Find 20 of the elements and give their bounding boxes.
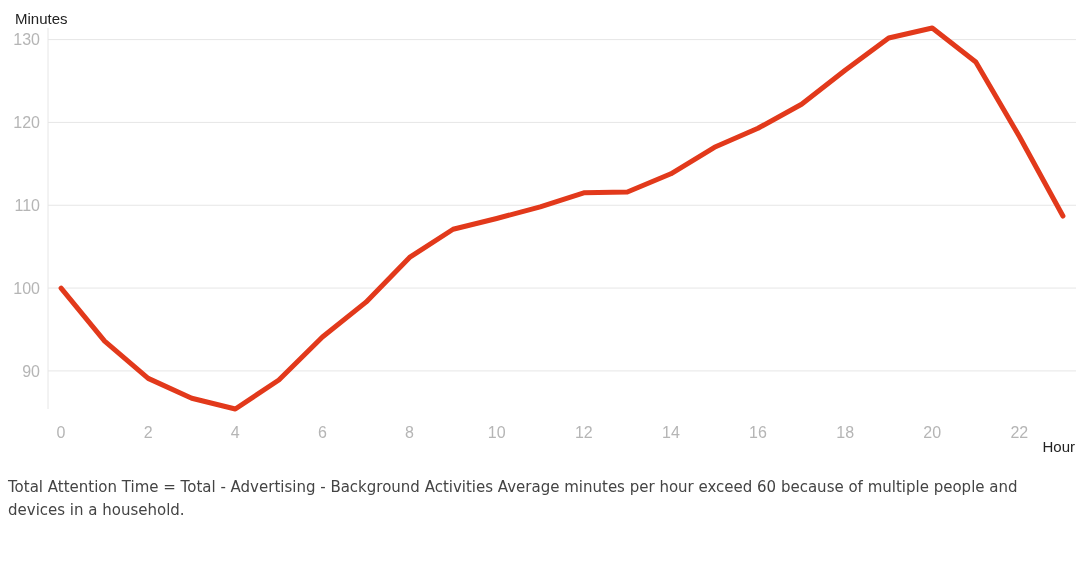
x-tick-label: 0 (56, 423, 66, 441)
y-tick-label: 120 (13, 114, 41, 132)
y-axis-title: Minutes (15, 10, 68, 27)
x-tick-label: 2 (143, 423, 153, 441)
y-tick-label: 100 (13, 279, 41, 297)
y-tick-label: 110 (14, 196, 41, 214)
x-tick-label: 10 (487, 423, 506, 441)
x-tick-label: 6 (317, 423, 327, 441)
x-tick-label: 12 (574, 423, 593, 441)
x-tick-label: 8 (405, 423, 415, 441)
x-tick-label: 22 (1010, 423, 1029, 441)
x-axis-title: Hour (1042, 438, 1075, 455)
x-tick-label: 16 (749, 423, 768, 441)
x-tick-label: 18 (836, 423, 855, 441)
x-tick-label: 20 (923, 423, 942, 441)
y-tick-label: 90 (22, 362, 41, 380)
x-tick-label: 14 (662, 423, 680, 441)
text: Total Attention Time = Total - Advertising - Background Activities Average minutes per hour exceed 60 because of multiple people and devices in a household. (8, 477, 1018, 521)
x-tick-label: 4 (230, 423, 240, 441)
y-tick-label: 130 (13, 31, 41, 49)
